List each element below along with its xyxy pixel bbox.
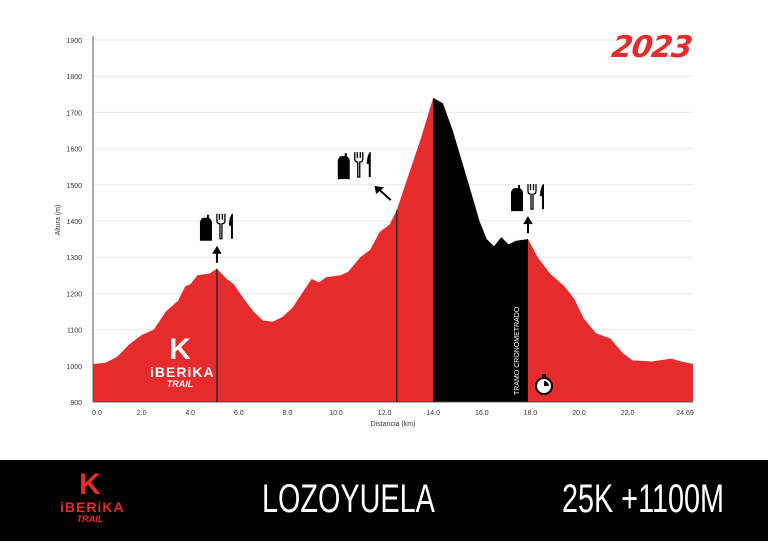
footer-logo: K iBERiKA TRAIL [60,468,125,525]
chart-logo: K iBERiKA TRAIL [150,333,215,390]
x-tick-label: 16.0 [475,410,489,417]
elevation-area [93,97,693,403]
y-tick-label: 1700 [66,110,82,117]
y-axis-title: Altura (m) [55,205,62,236]
race-stats: 25K +1100M [562,477,724,521]
y-tick-label: 1800 [66,74,82,81]
x-tick-label: 20.0 [572,410,586,417]
year-label: 2023 [609,30,694,65]
footer-bar: K iBERiKA TRAIL LOZOYUELA 25K +1100M [0,460,768,541]
water-bottle-icon [510,185,523,212]
x-tick-label: 24.69 [676,410,694,417]
x-axis-title: Distancia (km) [371,421,416,428]
fork-icon [354,152,364,178]
knife-icon [366,152,371,178]
timed-section-label: TRAMO CRONOMETRADO [514,306,521,395]
x-tick-label: 0.0 [92,410,102,417]
x-tick-label: 14.0 [426,410,440,417]
fork-icon [527,184,537,210]
water-bottle-icon [199,214,212,241]
y-tick-label: 1300 [66,255,82,262]
y-tick-label: 1100 [67,328,82,335]
stopwatch-icon-hand [543,381,549,386]
knife-icon [228,213,233,239]
y-tick-label: 900 [70,400,82,407]
y-tick-label: 1400 [66,219,82,226]
fork-icon [216,213,226,240]
x-tick-label: 4.0 [185,410,195,417]
elevation-chart: 900 1000 1100 1200 1300 1400 1500 1600 1700 1800 1… [55,36,694,428]
x-tick-label: 8.0 [283,410,293,417]
x-tick-label: 18.0 [524,410,538,417]
y-tick-label: 1600 [66,147,82,154]
y-tick-label: 1000 [66,364,82,371]
water-bottle-icon [337,153,350,180]
y-tick-label: 1200 [66,291,82,298]
y-tick-label: 1900 [66,38,82,45]
x-tick-label: 12.0 [378,410,392,417]
arrow-up-left-icon [374,185,392,201]
x-tick-label: 6.0 [234,410,244,417]
stopwatch-icon-button [541,374,546,377]
y-tick-label: 1500 [66,183,82,190]
arrow-up-icon [523,216,533,234]
arrow-up-icon [212,245,222,263]
timed-section-area [433,97,528,403]
x-tick-label: 22.0 [621,410,635,417]
x-tick-label: 2.0 [137,410,147,417]
knife-icon [539,184,544,210]
race-location: LOZOYUELA [262,477,435,521]
x-tick-label: 10.0 [329,410,343,417]
